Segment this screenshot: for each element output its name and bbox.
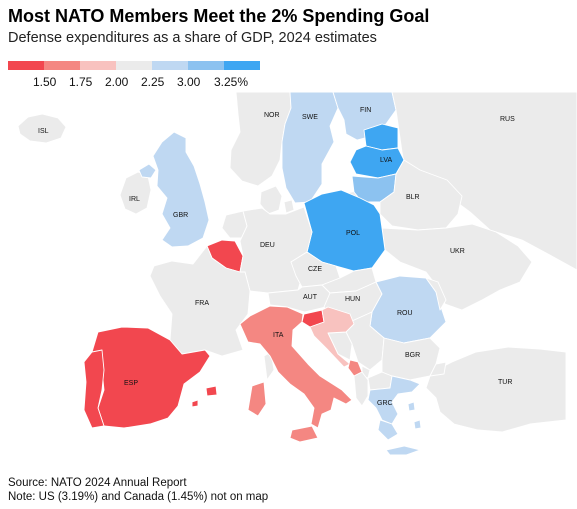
label-rus: RUS xyxy=(500,116,515,123)
label-tur: TUR xyxy=(498,379,512,386)
country-tur-thrace xyxy=(429,361,447,377)
country-tur xyxy=(425,346,567,433)
label-cze: CZE xyxy=(308,266,322,273)
label-esp: ESP xyxy=(124,380,138,387)
country-irl xyxy=(119,171,152,215)
legend-swatch-4 xyxy=(116,61,152,70)
country-grc xyxy=(367,375,421,425)
country-grc-island-2 xyxy=(413,419,422,430)
country-dnk xyxy=(259,185,283,215)
label-deu: DEU xyxy=(260,242,275,249)
country-grc-island-1 xyxy=(407,401,416,412)
country-isl xyxy=(17,113,67,144)
country-gbr xyxy=(152,131,210,248)
label-fra: FRA xyxy=(195,300,209,307)
legend-tick-5: 3.00 xyxy=(177,75,201,89)
label-isl: ISL xyxy=(38,128,49,135)
country-alb xyxy=(353,371,369,407)
country-lva xyxy=(349,145,405,179)
legend-swatch-6 xyxy=(188,61,224,70)
label-pol: POL xyxy=(346,230,360,237)
chart-subtitle: Defense expenditures as a share of GDP, … xyxy=(8,30,377,46)
country-blr xyxy=(379,159,463,231)
label-bgr: BGR xyxy=(405,352,420,359)
legend-tick-4: 2.25 xyxy=(141,75,165,89)
footnote: Note: US (3.19%) and Canada (1.45%) not … xyxy=(8,491,269,503)
country-hrv xyxy=(309,306,355,368)
country-esp-mallorca xyxy=(205,385,218,397)
label-grc: GRC xyxy=(377,400,393,407)
country-labels: ISL IRL GBR NOR SWE FIN LVA BLR RUS UKR … xyxy=(38,107,515,407)
country-grc-crete xyxy=(385,445,421,456)
country-grc-peloponnese xyxy=(377,419,399,441)
legend-swatch-1 xyxy=(8,61,44,70)
country-gbr-ni xyxy=(138,163,157,179)
country-esp-ibiza xyxy=(191,399,199,408)
country-ita xyxy=(239,305,353,429)
europe-map: ISL IRL GBR NOR SWE FIN LVA BLR RUS UKR … xyxy=(17,92,577,456)
country-mda xyxy=(425,277,447,311)
country-swe xyxy=(281,92,339,204)
label-nor: NOR xyxy=(264,112,280,119)
label-hun: HUN xyxy=(345,296,360,303)
label-aut: AUT xyxy=(303,294,318,301)
country-ita-sicily xyxy=(289,425,319,443)
country-ita-sardinia xyxy=(247,381,267,417)
label-blr: BLR xyxy=(406,194,420,201)
chart-title: Most NATO Members Meet the 2% Spending G… xyxy=(8,6,430,26)
country-prt xyxy=(83,349,105,429)
country-est xyxy=(363,123,399,151)
source-note: Source: NATO 2024 Annual Report xyxy=(8,477,187,489)
country-nor xyxy=(229,92,292,187)
legend-tick-2: 1.75 xyxy=(69,75,93,89)
legend-tick-6: 3.25% xyxy=(214,75,249,89)
legend-tick-1: 1.50 xyxy=(33,75,57,89)
country-esp xyxy=(91,326,211,429)
country-dnk-zealand xyxy=(283,199,295,214)
label-rou: ROU xyxy=(397,310,413,317)
label-irl: IRL xyxy=(129,196,140,203)
label-lva: LVA xyxy=(380,157,393,164)
label-ukr: UKR xyxy=(450,248,465,255)
label-fin: FIN xyxy=(360,107,371,114)
legend-swatch-7 xyxy=(224,61,260,70)
legend-swatch-5 xyxy=(152,61,188,70)
label-gbr: GBR xyxy=(173,212,188,219)
legend-tick-3: 2.00 xyxy=(105,75,129,89)
label-swe: SWE xyxy=(302,114,318,121)
label-ita: ITA xyxy=(273,332,284,339)
legend-swatch-2 xyxy=(44,61,80,70)
country-ukr xyxy=(381,223,533,311)
legend-swatch-3 xyxy=(80,61,116,70)
